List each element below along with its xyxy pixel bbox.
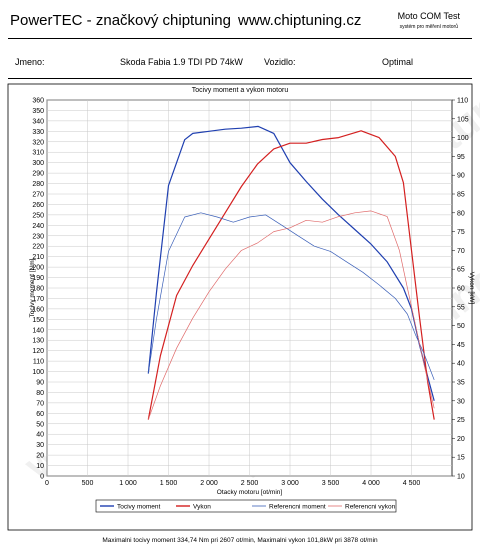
y-left-tick-label: 310 xyxy=(32,150,44,157)
y-left-tick-label: 320 xyxy=(32,139,44,146)
y-left-tick-label: 200 xyxy=(32,265,44,272)
vehicle-name: Skoda Fabia 1.9 TDI PD 74kW xyxy=(120,57,243,67)
y-left-tick-label: 330 xyxy=(32,129,44,136)
y-right-tick-label: 80 xyxy=(457,210,465,217)
y-right-tick-label: 60 xyxy=(457,286,465,293)
y-left-tick-label: 140 xyxy=(32,327,44,334)
y-left-tick-label: 0 xyxy=(40,474,44,481)
series-line-1 xyxy=(147,125,435,401)
series-line-4 xyxy=(147,210,435,420)
legend-label-2: Vykon xyxy=(193,504,211,511)
y-left-tick-label: 50 xyxy=(36,421,44,428)
driver-label: Vozidlo: xyxy=(264,57,296,67)
y-left-tick-label: 100 xyxy=(32,369,44,376)
info-divider xyxy=(8,78,472,79)
x-tick-label: 2 000 xyxy=(200,480,218,487)
y-right-tick-label: 10 xyxy=(457,474,465,481)
x-tick-label: 1 500 xyxy=(160,480,178,487)
brand-url: www.chiptuning.cz xyxy=(238,12,362,29)
x-axis-title: Otacky motoru [ot/min] xyxy=(217,489,283,496)
y-left-tick-label: 180 xyxy=(32,286,44,293)
x-tick-label: 2 500 xyxy=(241,480,259,487)
y-right-tick-label: 50 xyxy=(457,323,465,330)
y-right-tick-label: 110 xyxy=(457,98,468,105)
y-left-tick-label: 340 xyxy=(32,118,44,125)
y-left-tick-label: 290 xyxy=(32,171,44,178)
y-right-tick-label: 65 xyxy=(457,267,465,274)
y-right-tick-label: 105 xyxy=(457,116,469,123)
y-right-tick-label: 15 xyxy=(457,455,465,462)
y-right-tick-label: 70 xyxy=(457,248,465,255)
name-label: Jmeno: xyxy=(15,57,45,67)
y-right-tick-label: 45 xyxy=(457,342,465,349)
chart-border xyxy=(7,83,473,531)
legend-label-3: Referencni moment xyxy=(269,504,326,511)
y-left-tick-label: 240 xyxy=(32,223,44,230)
brand-title: PowerTEC - značkový chiptuning xyxy=(10,12,231,29)
y-right-tick-label: 90 xyxy=(457,173,465,180)
y-left-tick-label: 230 xyxy=(32,233,44,240)
variant-name: Optimal xyxy=(382,57,414,67)
y-left-tick-label: 120 xyxy=(32,348,44,355)
x-tick-label: 500 xyxy=(82,480,94,487)
test-system-subtitle: systém pro měření motorů xyxy=(399,24,458,30)
y-right-tick-label: 75 xyxy=(457,229,465,236)
y-right-tick-label: 30 xyxy=(457,398,465,405)
y-left-tick-label: 220 xyxy=(32,244,44,251)
chart-title: Tocivy moment a vykon motoru xyxy=(191,87,289,94)
legend-box xyxy=(95,499,397,513)
x-tick-label: 1 000 xyxy=(119,480,137,487)
header-divider xyxy=(8,38,472,39)
y-left-tick-label: 300 xyxy=(32,160,44,167)
y-right-tick-label: 100 xyxy=(457,135,469,142)
y-left-tick-label: 280 xyxy=(32,181,44,188)
max-values-summary: Maximalni tocivy moment 334,74 Nm pri 26… xyxy=(102,537,378,544)
y-left-tick-label: 10 xyxy=(36,463,44,470)
y-right-tick-label: 25 xyxy=(457,417,465,424)
y-right-tick-label: 95 xyxy=(457,154,465,161)
y-left-tick-label: 210 xyxy=(32,254,44,261)
legend-label-1: Tocivy moment xyxy=(117,504,161,511)
y-left-tick-label: 20 xyxy=(36,453,44,460)
y-left-tick-label: 150 xyxy=(32,317,44,324)
x-tick-label: 3 500 xyxy=(322,480,340,487)
y-left-tick-label: 350 xyxy=(32,108,44,115)
y-left-axis-title: Tocivy moment [Nm] xyxy=(29,258,36,317)
y-left-tick-label: 40 xyxy=(36,432,44,439)
y-right-tick-label: 35 xyxy=(457,380,465,387)
y-left-tick-label: 260 xyxy=(32,202,44,209)
y-left-tick-label: 160 xyxy=(32,306,44,313)
y-left-tick-label: 70 xyxy=(36,400,44,407)
y-left-tick-label: 190 xyxy=(32,275,44,282)
y-left-tick-label: 60 xyxy=(36,411,44,418)
legend-label-4: Referencni vykon xyxy=(345,504,396,511)
y-right-axis-title: Vykon [kW] xyxy=(468,272,475,305)
test-system-title: Moto COM Test xyxy=(397,11,460,21)
y-left-tick-label: 110 xyxy=(33,359,44,366)
y-left-tick-label: 90 xyxy=(36,380,44,387)
y-right-tick-label: 55 xyxy=(457,304,465,311)
y-left-tick-label: 30 xyxy=(36,442,44,449)
series-line-3 xyxy=(147,212,435,381)
x-tick-label: 0 xyxy=(45,480,49,487)
y-left-tick-label: 130 xyxy=(32,338,44,345)
x-tick-label: 4 000 xyxy=(362,480,380,487)
x-tick-label: 3 000 xyxy=(281,480,299,487)
y-left-tick-label: 270 xyxy=(32,192,44,199)
y-left-tick-label: 170 xyxy=(32,296,44,303)
y-right-tick-label: 85 xyxy=(457,192,465,199)
x-tick-label: 4 500 xyxy=(403,480,421,487)
y-left-tick-label: 360 xyxy=(32,98,44,105)
series-line-2 xyxy=(147,130,435,420)
y-left-tick-label: 80 xyxy=(36,390,44,397)
y-right-tick-label: 20 xyxy=(457,436,465,443)
y-right-tick-label: 40 xyxy=(457,361,465,368)
y-left-tick-label: 250 xyxy=(32,212,44,219)
